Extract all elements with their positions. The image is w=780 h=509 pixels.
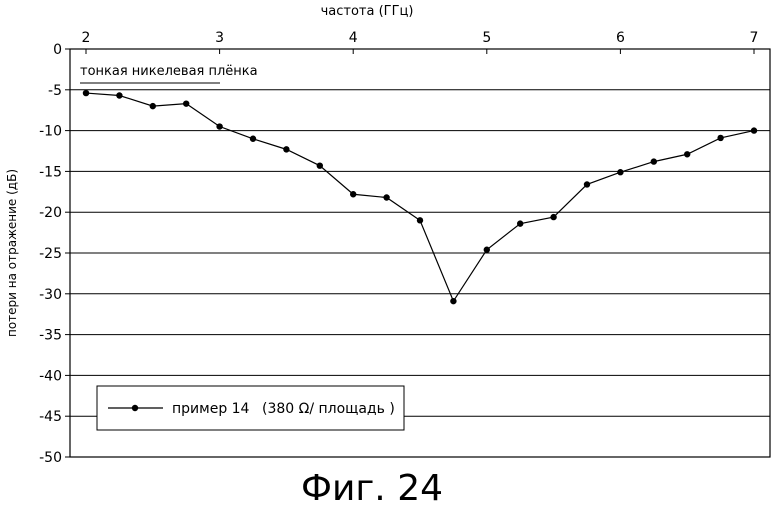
annotation-text: тонкая никелевая плёнка xyxy=(80,64,258,79)
data-point-6 xyxy=(283,146,289,152)
data-point-20 xyxy=(751,127,757,133)
y-tick-label-7: -35 xyxy=(39,328,62,344)
y-tick-label-3: -15 xyxy=(39,164,62,180)
y-tick-label-4: -20 xyxy=(39,205,62,221)
y-tick-label-1: -5 xyxy=(48,83,62,99)
grid-lines xyxy=(70,90,770,416)
data-point-14 xyxy=(550,214,556,220)
y-tick-label-6: -30 xyxy=(39,287,62,303)
x-tick-label-4: 6 xyxy=(616,30,625,46)
series-group xyxy=(83,90,757,304)
x-tick-label-0: 2 xyxy=(82,30,91,46)
data-point-11 xyxy=(450,298,456,304)
data-point-10 xyxy=(417,217,423,223)
data-point-4 xyxy=(216,123,222,129)
data-point-3 xyxy=(183,100,189,106)
data-point-2 xyxy=(150,103,156,109)
y-tick-label-9: -45 xyxy=(39,409,62,425)
data-point-9 xyxy=(383,194,389,200)
x-tick-label-1: 3 xyxy=(215,30,224,46)
y-tick-label-8: -40 xyxy=(39,368,62,384)
x-tick-label-2: 4 xyxy=(349,30,358,46)
data-point-15 xyxy=(584,181,590,187)
data-point-1 xyxy=(116,92,122,98)
data-point-18 xyxy=(684,151,690,157)
y-tick-label-2: -10 xyxy=(39,124,62,140)
data-point-13 xyxy=(517,220,523,226)
y-tick-label-10: -50 xyxy=(39,450,62,466)
data-point-7 xyxy=(317,162,323,168)
x-tick-label-3: 5 xyxy=(482,30,491,46)
data-point-12 xyxy=(484,247,490,253)
data-point-16 xyxy=(617,169,623,175)
data-point-8 xyxy=(350,191,356,197)
figure-caption: Фиг. 24 xyxy=(301,468,443,509)
data-point-0 xyxy=(83,90,89,96)
x-tick-label-5: 7 xyxy=(750,30,759,46)
legend: пример 14 (380 Ω/ площадь ) xyxy=(97,386,404,430)
y-axis-ticks: 0 -5 -10 -15 -20 -25 -30 -35 -40 -45 -50 xyxy=(39,42,70,466)
series-line-0 xyxy=(86,93,754,301)
data-point-17 xyxy=(651,158,657,164)
y-tick-label-0: 0 xyxy=(53,42,62,58)
x-axis-label: частота (ГГц) xyxy=(321,4,414,19)
data-point-5 xyxy=(250,136,256,142)
y-tick-label-5: -25 xyxy=(39,246,62,262)
legend-entry-label: пример 14 xyxy=(172,401,250,417)
legend-series-marker xyxy=(132,405,138,411)
x-axis-ticks: 2 3 4 5 6 7 xyxy=(82,30,759,54)
data-point-19 xyxy=(717,135,723,141)
y-axis-label: потери на отражение (дБ) xyxy=(5,169,19,337)
legend-entry-detail: (380 Ω/ площадь ) xyxy=(262,401,395,417)
